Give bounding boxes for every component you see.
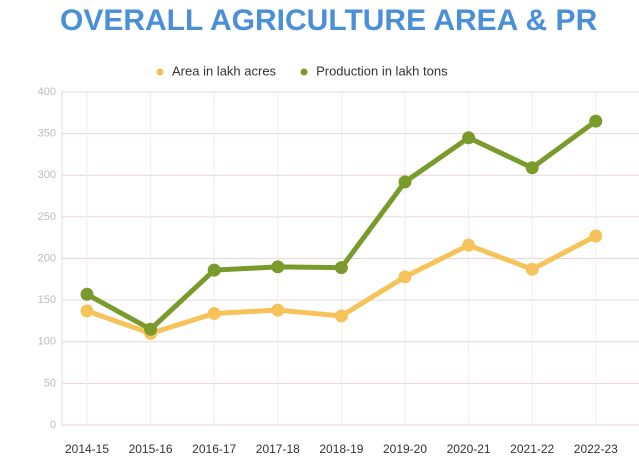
data-point — [271, 260, 285, 274]
x-tick-label: 2016-17 — [192, 442, 236, 456]
x-tick-label: 2014-15 — [65, 442, 109, 456]
y-tick-label: 0 — [50, 419, 56, 431]
x-tick-label: 2015-16 — [129, 442, 173, 456]
x-tick-label: 2020-21 — [447, 442, 491, 456]
x-tick-label: 2018-19 — [319, 442, 363, 456]
y-tick-label: 400 — [38, 86, 56, 98]
x-tick-label: 2021-22 — [510, 442, 554, 456]
chart-title: OVERALL AGRICULTURE AREA & PR — [60, 4, 598, 37]
y-tick-label: 100 — [38, 336, 56, 348]
data-point — [462, 238, 476, 252]
data-point — [144, 322, 158, 336]
data-point — [207, 306, 221, 320]
legend-label: Area in lakh acres — [172, 63, 277, 78]
data-point — [80, 304, 94, 318]
data-point — [589, 114, 603, 128]
data-point — [398, 175, 412, 189]
data-point — [525, 262, 539, 276]
y-tick-label: 150 — [38, 294, 56, 306]
x-tick-label: 2022-23 — [574, 442, 618, 456]
y-tick-label: 250 — [38, 211, 56, 223]
data-point — [334, 309, 348, 323]
x-tick-label: 2017-18 — [256, 442, 300, 456]
y-tick-label: 200 — [38, 252, 56, 264]
data-point — [334, 261, 348, 275]
data-point — [80, 287, 94, 301]
y-tick-label: 300 — [38, 169, 56, 181]
data-point — [589, 229, 603, 243]
data-point — [398, 270, 412, 284]
x-tick-label: 2019-20 — [383, 442, 427, 456]
data-point — [207, 263, 221, 277]
y-tick-label: 350 — [38, 128, 56, 140]
legend-label: Production in lakh tons — [316, 63, 448, 78]
legend-marker — [300, 68, 308, 76]
legend-marker — [156, 68, 164, 76]
data-point — [462, 131, 476, 145]
data-point — [271, 303, 285, 317]
y-tick-label: 50 — [44, 377, 56, 389]
data-point — [525, 161, 539, 175]
